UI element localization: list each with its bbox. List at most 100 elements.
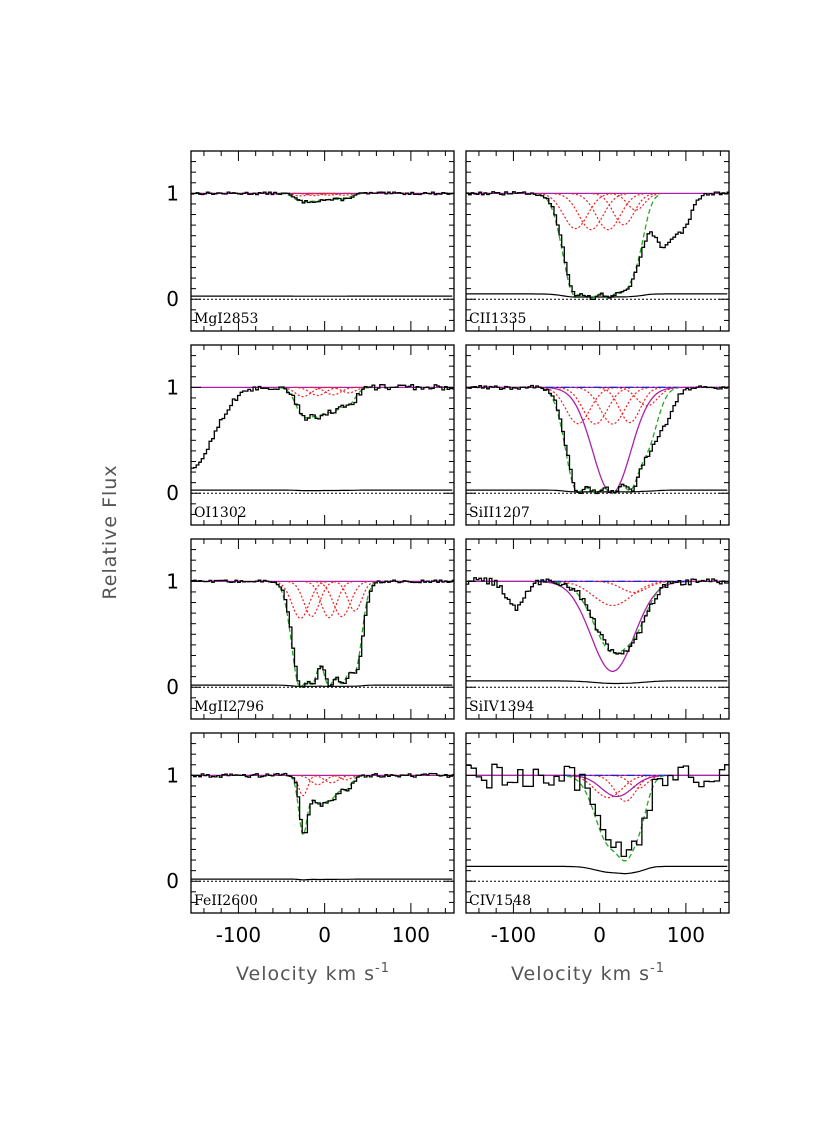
panel-civ1548: -100 0 100 CIV1548 (465, 732, 730, 947)
panel-plot-area (466, 384, 729, 495)
component-model-5 (334, 581, 376, 612)
panel-plot-area (191, 384, 454, 494)
x-tick-label: 0 (318, 923, 331, 947)
panel-label: MgI2853 (194, 311, 258, 327)
panel-label: FeII2600 (194, 893, 258, 909)
component-model-1 (279, 386, 327, 398)
component-model-2 (297, 774, 339, 786)
component-model-3 (309, 386, 357, 396)
panel-grid: 0 1 MgI2853 CII1335 0 1 OI1302 SiII1207 0 1 MgII27… (166, 150, 730, 947)
panel-frame (190, 344, 455, 526)
panel-plot-area (191, 772, 454, 882)
error-spectrum (466, 489, 728, 493)
panel-plot-area (466, 577, 729, 688)
panel-mgi2853: 0 1 MgI2853 (166, 150, 455, 332)
component-model-1 (541, 387, 615, 425)
panel-feii2600: 0 1 -100 0 100 FeII2600 (166, 732, 455, 947)
y-tick-label: 1 (166, 763, 179, 787)
component-model-4 (598, 387, 661, 424)
component-model-4 (592, 193, 655, 226)
component-model-3 (308, 192, 350, 196)
panel-plot-area (191, 191, 454, 300)
error-spectrum (466, 293, 728, 298)
alternative-model (466, 774, 729, 798)
component-model-1 (539, 193, 612, 230)
x-axis-label-right: Velocity km s-1 (511, 961, 665, 985)
component-model-2 (293, 192, 335, 197)
panel-siiv1394: SiIV1394 (465, 538, 730, 720)
component-model-2 (294, 386, 342, 397)
panel-label: OI1302 (194, 505, 247, 521)
panel-frame (190, 150, 455, 332)
component-model-2 (554, 193, 628, 231)
component-model-4 (330, 774, 362, 781)
panel-frame (465, 732, 730, 914)
y-tick-label: 1 (166, 569, 179, 593)
component-model-2 (559, 387, 632, 425)
alternative-model (466, 386, 729, 494)
panel-label: MgII2796 (194, 699, 264, 715)
panel-mgii2796: 0 1 MgII2796 (166, 538, 455, 720)
component-model-4 (328, 386, 370, 394)
panel-label: CII1335 (469, 311, 526, 327)
x-tick-label: 100 (392, 923, 430, 947)
total-model (289, 774, 362, 837)
component-model-1 (274, 581, 327, 620)
y-axis-label: Relative Flux (99, 464, 121, 599)
component-model-3 (572, 193, 645, 231)
component-model-3 (576, 387, 649, 425)
component-model-5 (609, 192, 662, 211)
y-tick-label: 0 (166, 675, 179, 699)
component-model-4 (322, 192, 365, 196)
error-spectrum (466, 865, 728, 875)
component-model-2 (595, 580, 673, 594)
x-tick-label: -100 (491, 923, 536, 947)
component-model-1 (566, 775, 650, 799)
y-tick-label: 0 (166, 287, 179, 311)
panel-label: SiII1207 (469, 505, 530, 521)
panel-plot-area (466, 191, 729, 301)
y-tick-label: 0 (166, 481, 179, 505)
y-tick-label: 0 (166, 869, 179, 893)
error-spectrum (466, 680, 728, 685)
y-tick-label: 1 (166, 181, 179, 205)
observed-spectrum (191, 579, 454, 688)
panel-frame (465, 150, 730, 332)
component-model-3 (612, 774, 665, 789)
panel-plot-area (191, 579, 454, 688)
component-model-3 (310, 774, 353, 784)
total-model (566, 775, 665, 862)
panel-frame (465, 538, 730, 720)
panel-frame (190, 538, 455, 720)
observed-spectrum (191, 772, 454, 834)
total-model (539, 193, 662, 300)
x-axis-label-left: Velocity km s-1 (236, 961, 390, 985)
error-spectrum (191, 684, 453, 687)
observed-spectrum (466, 191, 729, 301)
panel-cii1335: CII1335 (465, 150, 730, 332)
error-spectrum (191, 878, 453, 881)
observed-spectrum (466, 577, 729, 655)
component-model-1 (279, 192, 322, 197)
component-model-3 (305, 581, 353, 619)
observed-spectrum (466, 763, 729, 858)
y-tick-label: 1 (166, 375, 179, 399)
panel-frame (465, 344, 730, 526)
total-model (555, 581, 673, 655)
component-model-4 (315, 581, 368, 618)
panel-frame (190, 732, 455, 914)
observed-spectrum (466, 384, 729, 495)
panel-label: CIV1548 (469, 893, 531, 909)
component-model-2 (288, 581, 336, 618)
observed-spectrum (191, 384, 454, 469)
panel-label: SiIV1394 (469, 699, 534, 715)
panel-siii1207: SiII1207 (465, 344, 730, 526)
x-tick-label: -100 (216, 923, 261, 947)
observed-spectrum (191, 191, 454, 204)
x-tick-label: 0 (593, 923, 606, 947)
panel-oi1302: 0 1 OI1302 (166, 344, 455, 526)
error-spectrum (191, 489, 453, 492)
x-tick-label: 100 (667, 923, 705, 947)
panel-plot-area (466, 763, 729, 882)
